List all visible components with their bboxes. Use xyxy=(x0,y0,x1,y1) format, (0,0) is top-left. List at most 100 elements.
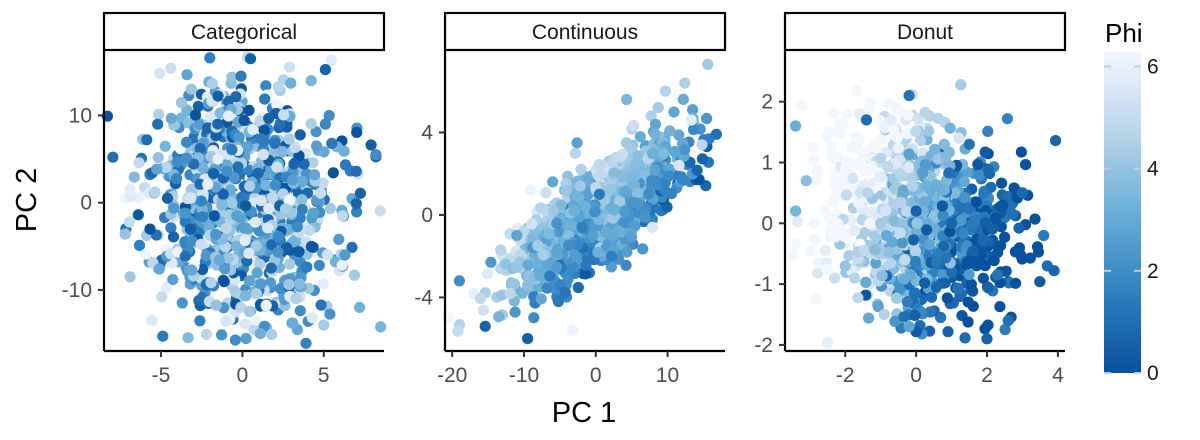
scatter-point xyxy=(820,130,832,143)
scatter-point xyxy=(661,201,673,213)
scatter-point xyxy=(269,137,281,149)
scatter-point xyxy=(152,152,164,164)
scatter-point xyxy=(901,128,913,140)
scatter-point xyxy=(479,320,491,332)
scatter-point xyxy=(999,231,1011,243)
scatter-point xyxy=(311,140,323,152)
scatter-point xyxy=(181,69,193,81)
scatter-point xyxy=(354,301,366,313)
scatter-point xyxy=(839,260,851,272)
scatter-point xyxy=(959,192,971,204)
scatter-point xyxy=(944,122,956,134)
scatter-point xyxy=(144,223,156,235)
scatter-point xyxy=(980,216,992,228)
scatter-point xyxy=(659,85,672,97)
scatter-point xyxy=(153,263,165,275)
scatter-point xyxy=(685,114,697,126)
scatter-point xyxy=(294,305,306,317)
scatter-point xyxy=(883,246,895,258)
facet-strip xyxy=(443,11,727,52)
scatter-point xyxy=(534,269,546,281)
scatter-point xyxy=(891,131,904,143)
scatter-point xyxy=(124,271,136,283)
scatter-point xyxy=(942,326,954,338)
scatter-point xyxy=(249,216,261,228)
scatter-point xyxy=(659,184,671,196)
scatter-point xyxy=(863,312,875,324)
scatter-point xyxy=(875,217,887,229)
x-tick-label: -2 xyxy=(836,364,855,387)
x-tick-label: 10 xyxy=(656,364,679,387)
scatter-point xyxy=(212,90,224,102)
scatter-point xyxy=(315,299,327,311)
scatter-point xyxy=(160,282,172,294)
scatter-point xyxy=(532,240,544,252)
scatter-point xyxy=(860,114,873,126)
scatter-point xyxy=(786,249,799,261)
scatter-point xyxy=(677,93,689,105)
scatter-point xyxy=(205,277,217,289)
scatter-point xyxy=(790,205,802,217)
scatter-point xyxy=(1024,252,1036,264)
scatter-point xyxy=(607,229,619,242)
scatter-point xyxy=(628,119,640,131)
facet-strip xyxy=(102,11,386,52)
scatter-point xyxy=(272,246,284,258)
scatter-point xyxy=(202,122,214,134)
scatter-point xyxy=(890,292,903,304)
scatter-point xyxy=(821,336,834,349)
scatter-point xyxy=(182,332,194,344)
scatter-point xyxy=(664,125,676,137)
scatter-point xyxy=(269,179,281,191)
y-tick-label: 10 xyxy=(69,104,92,127)
scatter-point xyxy=(940,150,952,162)
scatter-point xyxy=(579,268,592,280)
scatter-point xyxy=(848,224,861,237)
scatter-point xyxy=(240,332,252,345)
scatter-point xyxy=(239,318,251,330)
scatter-point xyxy=(679,77,691,89)
scatter-point xyxy=(193,118,205,131)
scatter-point xyxy=(917,167,929,179)
scatter-point xyxy=(477,304,489,316)
scatter-point xyxy=(272,230,284,243)
scatter-point xyxy=(288,158,300,170)
x-tick-label: 0 xyxy=(910,364,922,387)
scatter-point xyxy=(882,97,895,109)
scatter-point xyxy=(250,240,262,252)
scatter-point xyxy=(620,137,633,149)
scatter-point xyxy=(843,250,855,262)
scatter-point xyxy=(937,209,949,221)
scatter-point xyxy=(235,70,247,82)
scatter-point xyxy=(326,137,338,149)
scatter-point xyxy=(809,218,821,230)
scatter-point xyxy=(923,239,936,251)
scatter-point xyxy=(589,206,601,218)
scatter-point xyxy=(819,245,831,257)
scatter-point xyxy=(996,177,1008,189)
scatter-point xyxy=(560,218,572,231)
scatter-point xyxy=(621,246,633,258)
scatter-point xyxy=(677,174,689,186)
scatter-point xyxy=(504,287,516,300)
scatter-point xyxy=(568,205,580,217)
scatter-point xyxy=(180,152,192,164)
scatter-point xyxy=(186,235,198,247)
scatter-point xyxy=(543,228,555,240)
scatter-point xyxy=(294,278,306,290)
scatter-point xyxy=(133,239,146,251)
scatter-point xyxy=(999,323,1011,336)
scatter-point xyxy=(988,255,1000,267)
scatter-point xyxy=(965,278,977,290)
scatter-point xyxy=(184,223,196,235)
scatter-point xyxy=(963,269,975,281)
scatter-point xyxy=(279,203,291,215)
scatter-point xyxy=(894,168,907,180)
scatter-point xyxy=(907,180,919,192)
scatter-point xyxy=(899,254,911,266)
scatter-point xyxy=(180,136,193,148)
scatter-point xyxy=(346,241,358,253)
scatter-point xyxy=(892,142,904,154)
scatter-point xyxy=(827,195,839,208)
scatter-point xyxy=(186,183,198,195)
